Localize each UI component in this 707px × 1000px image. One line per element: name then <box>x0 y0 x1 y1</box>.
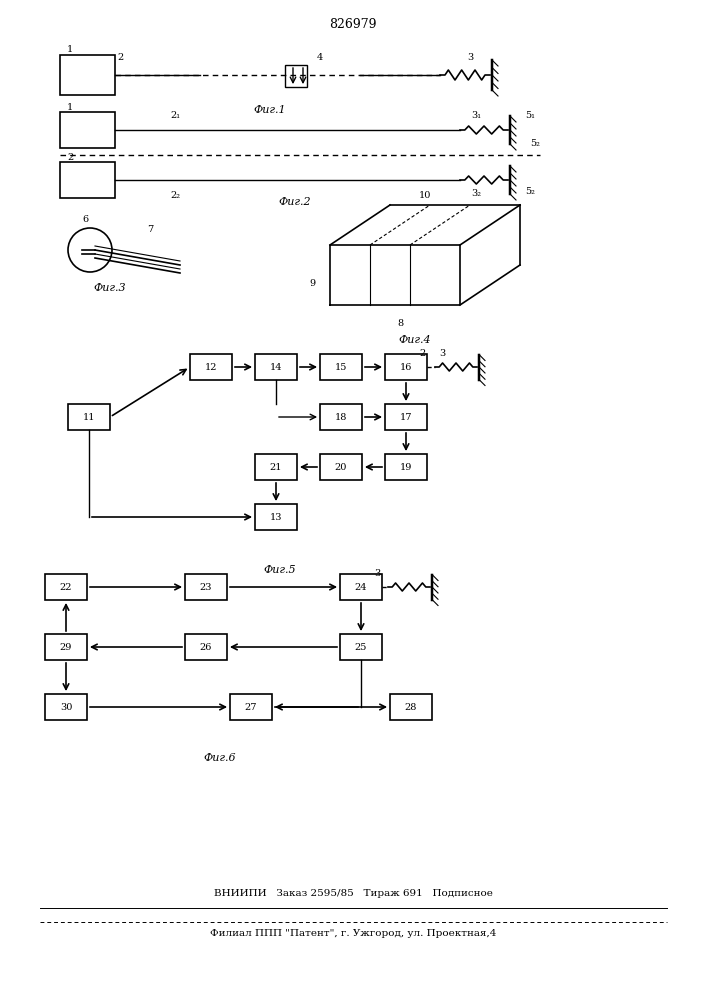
Text: 29: 29 <box>60 643 72 652</box>
Text: Фиг.5: Фиг.5 <box>264 565 296 575</box>
Text: 2: 2 <box>419 349 425 358</box>
Bar <box>385 404 427 430</box>
Text: 3: 3 <box>467 52 473 62</box>
Text: 25: 25 <box>355 643 367 652</box>
Bar <box>320 354 362 380</box>
Text: 10: 10 <box>419 190 431 200</box>
Text: 20: 20 <box>335 462 347 472</box>
Bar <box>340 634 382 660</box>
Text: 15: 15 <box>335 362 347 371</box>
Text: 2₁: 2₁ <box>170 111 180 120</box>
Text: 16: 16 <box>400 362 412 371</box>
Bar <box>45 574 87 600</box>
Text: 3₁: 3₁ <box>471 111 481 120</box>
Bar <box>390 694 432 720</box>
Text: Фиг.6: Фиг.6 <box>204 753 236 763</box>
Text: 2: 2 <box>67 153 73 162</box>
Text: 1: 1 <box>67 103 73 111</box>
Bar <box>385 354 427 380</box>
Text: Филиал ППП "Патент", г. Ужгород, ул. Проектная,4: Филиал ППП "Патент", г. Ужгород, ул. Про… <box>210 928 496 938</box>
Text: 19: 19 <box>400 462 412 472</box>
Text: 28: 28 <box>405 702 417 712</box>
Text: Фиг.1: Фиг.1 <box>254 105 286 115</box>
Bar <box>385 454 427 480</box>
Text: 1: 1 <box>67 45 73 54</box>
Text: ВНИИПИ   Заказ 2595/85   Тираж 691   Подписное: ВНИИПИ Заказ 2595/85 Тираж 691 Подписное <box>214 888 493 898</box>
Text: 5₂: 5₂ <box>530 138 540 147</box>
Text: 2₂: 2₂ <box>170 192 180 200</box>
Bar <box>190 354 232 380</box>
Bar <box>60 112 115 148</box>
Bar <box>45 634 87 660</box>
Bar <box>45 694 87 720</box>
Text: 13: 13 <box>270 512 282 522</box>
Bar <box>255 354 297 380</box>
Text: 4: 4 <box>317 52 323 62</box>
Text: 7: 7 <box>147 226 153 234</box>
Bar <box>285 65 307 87</box>
Text: 26: 26 <box>200 643 212 652</box>
Bar <box>340 574 382 600</box>
Text: 14: 14 <box>270 362 282 371</box>
Text: 8: 8 <box>397 318 403 328</box>
Text: 3: 3 <box>374 568 380 578</box>
Bar <box>320 454 362 480</box>
Text: 21: 21 <box>270 462 282 472</box>
Text: 3: 3 <box>439 349 445 358</box>
Text: Фиг.3: Фиг.3 <box>94 283 127 293</box>
Text: Фиг.4: Фиг.4 <box>399 335 431 345</box>
Text: 5₁: 5₁ <box>525 111 535 120</box>
Text: Фиг.2: Фиг.2 <box>279 197 311 207</box>
Text: 27: 27 <box>245 702 257 712</box>
Bar <box>60 162 115 198</box>
Text: 2: 2 <box>117 52 123 62</box>
Text: 30: 30 <box>60 702 72 712</box>
Bar <box>60 55 115 95</box>
Text: 23: 23 <box>200 582 212 591</box>
Text: 11: 11 <box>83 412 95 422</box>
Bar <box>320 404 362 430</box>
Text: 3₂: 3₂ <box>471 190 481 198</box>
Text: 17: 17 <box>399 412 412 422</box>
Text: 9: 9 <box>309 278 315 288</box>
Bar <box>68 404 110 430</box>
Text: 18: 18 <box>335 412 347 422</box>
Bar <box>255 504 297 530</box>
Text: 22: 22 <box>60 582 72 591</box>
Text: 826979: 826979 <box>329 18 377 31</box>
Text: 5₂: 5₂ <box>525 188 535 196</box>
Text: 12: 12 <box>205 362 217 371</box>
Bar <box>185 634 227 660</box>
Text: 6: 6 <box>82 216 88 225</box>
Bar <box>255 454 297 480</box>
Text: 24: 24 <box>355 582 367 591</box>
Bar <box>230 694 272 720</box>
Bar <box>185 574 227 600</box>
